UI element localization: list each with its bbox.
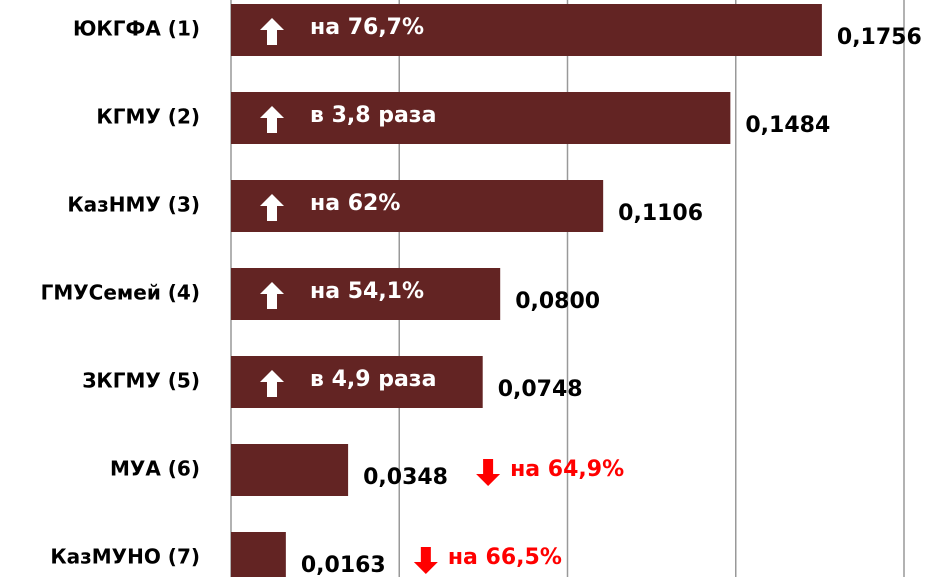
bar: [231, 92, 731, 144]
arrow-icon: [260, 18, 284, 45]
annotation: на 64,9%: [510, 457, 624, 482]
value-label: 0,0348: [363, 465, 448, 490]
value-label: 0,1484: [745, 113, 830, 138]
value-label: 0,0163: [301, 553, 386, 577]
annotation: в 3,8 раза: [310, 103, 436, 128]
annotation: в 4,9 раза: [310, 367, 436, 392]
arrow-icon: [260, 370, 284, 397]
bar: [231, 180, 604, 232]
annotation: на 54,1%: [310, 279, 424, 304]
arrow-icon: [413, 547, 438, 574]
annotation: на 66,5%: [448, 545, 562, 570]
annotation: на 62%: [310, 191, 400, 216]
bar: [231, 4, 822, 56]
category-label: ЗКГМУ (5): [82, 369, 200, 393]
value-label: 0,0748: [498, 377, 583, 402]
category-label: КазМУНО (7): [50, 545, 200, 569]
annotation: на 76,7%: [310, 15, 424, 40]
value-label: 0,1106: [618, 201, 703, 226]
category-label: МУА (6): [110, 457, 200, 481]
arrow-icon: [476, 459, 501, 486]
arrow-icon: [260, 194, 284, 221]
category-label: КазНМУ (3): [67, 193, 200, 217]
category-label: КГМУ (2): [96, 105, 200, 129]
category-label: ЮКГФА (1): [73, 17, 200, 41]
bar: [231, 444, 349, 496]
arrow-icon: [260, 106, 284, 133]
arrow-icon: [260, 282, 284, 309]
value-label: 0,1756: [837, 25, 922, 50]
value-label: 0,0800: [515, 289, 600, 314]
category-label: ГМУСемей (4): [41, 281, 200, 305]
bar: [231, 532, 286, 577]
